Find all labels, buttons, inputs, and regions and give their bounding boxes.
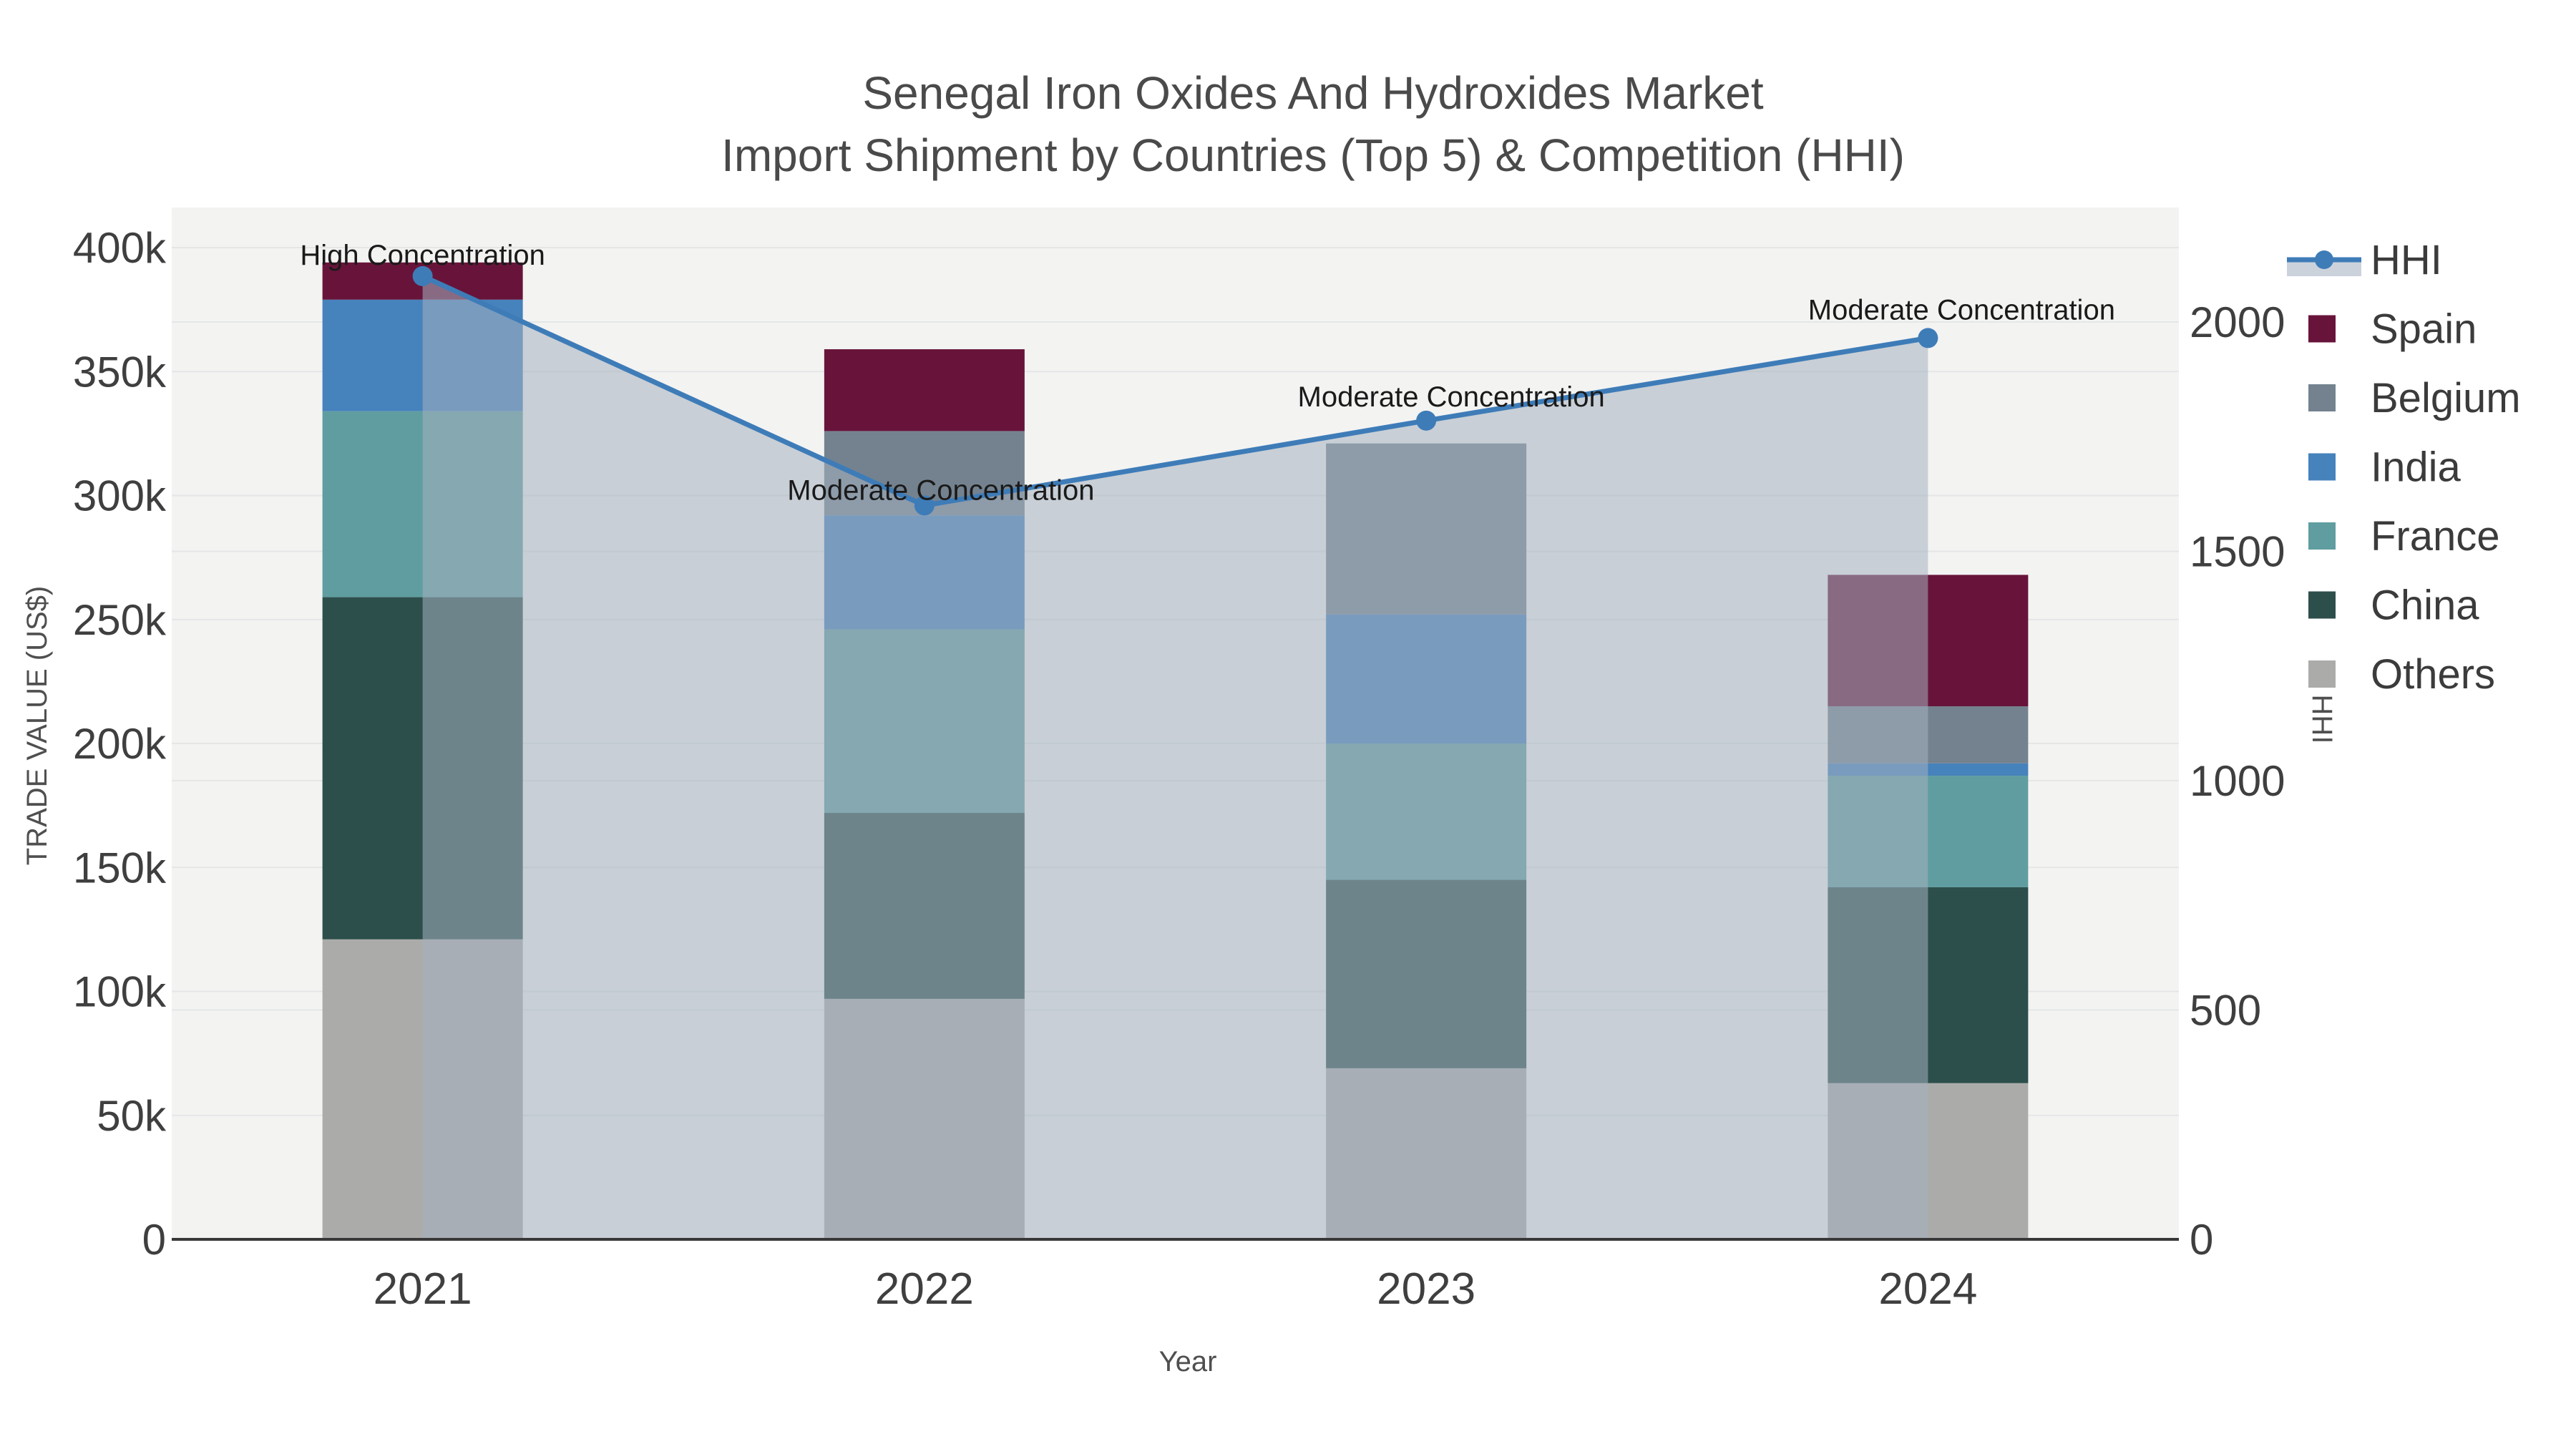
- hhi-line-layer: [412, 265, 1938, 516]
- legend-item-china[interactable]: China: [2308, 582, 2479, 629]
- y-left-tick-0: 0: [142, 1216, 166, 1264]
- legend-swatch-france: [2308, 522, 2336, 550]
- legend: HHI Spain Belgium India France China Others: [2287, 237, 2521, 698]
- y-left-tick-50k: 50k: [97, 1092, 167, 1140]
- legend-item-others[interactable]: Others: [2308, 651, 2495, 698]
- annotation-2021: High Concentration: [300, 240, 545, 271]
- x-tick-2024: 2024: [1878, 1264, 1977, 1314]
- x-tick-2023: 2023: [1377, 1264, 1475, 1314]
- hhi-point-2023[interactable]: [1416, 410, 1437, 431]
- hhi-legend-marker-icon: [2315, 250, 2333, 269]
- chart-title-line2: Import Shipment by Countries (Top 5) & C…: [721, 130, 1905, 181]
- bar-segment-2022-spain[interactable]: [824, 349, 1025, 431]
- y-right-tick-1500: 1500: [2190, 528, 2285, 576]
- y-right-tick-1000: 1000: [2190, 757, 2285, 805]
- legend-label-china: China: [2371, 582, 2479, 629]
- y-left-tick-300k: 300k: [73, 472, 167, 520]
- legend-label-others: Others: [2371, 651, 2495, 698]
- y-left-tick-400k: 400k: [73, 224, 167, 272]
- legend-item-belgium[interactable]: Belgium: [2308, 375, 2521, 421]
- x-axis-title: Year: [1159, 1346, 1217, 1377]
- hhi-point-2022[interactable]: [914, 495, 935, 516]
- y-left-tick-350k: 350k: [73, 348, 167, 396]
- legend-item-france[interactable]: France: [2308, 513, 2500, 560]
- annotation-2023: Moderate Concentration: [1298, 381, 1605, 413]
- legend-item-india[interactable]: India: [2308, 444, 2462, 491]
- y-left-axis-title: TRADE VALUE (US$): [21, 586, 53, 865]
- hhi-area-layer: [422, 275, 1928, 1239]
- legend-swatch-spain: [2308, 315, 2336, 343]
- legend-swatch-others: [2308, 660, 2336, 688]
- y-left-tick-200k: 200k: [73, 720, 167, 768]
- legend-item-hhi[interactable]: HHI: [2287, 237, 2442, 283]
- x-tick-2021: 2021: [374, 1264, 472, 1314]
- legend-swatch-belgium: [2308, 384, 2336, 411]
- y-right-tick-500: 500: [2190, 987, 2261, 1035]
- legend-label-france: France: [2371, 513, 2500, 560]
- annotation-2024: Moderate Concentration: [1808, 294, 2115, 326]
- hhi-point-2024[interactable]: [1918, 328, 1938, 348]
- chart-title-line1: Senegal Iron Oxides And Hydroxides Marke…: [862, 67, 1764, 119]
- legend-label-hhi: HHI: [2371, 237, 2442, 283]
- annotations-layer: High Concentration Moderate Concentration…: [300, 240, 2115, 507]
- y-left-tick-150k: 150k: [73, 844, 167, 892]
- hhi-line: [421, 273, 1928, 509]
- hhi-point-2021[interactable]: [412, 265, 433, 286]
- legend-swatch-china: [2308, 591, 2336, 619]
- y-right-tick-2000: 2000: [2190, 298, 2285, 346]
- legend-label-india: India: [2371, 444, 2462, 491]
- y-left-tick-100k: 100k: [73, 968, 167, 1016]
- legend-item-spain[interactable]: Spain: [2308, 306, 2477, 353]
- legend-label-spain: Spain: [2371, 306, 2477, 353]
- y-right-axis-title: HHI: [2306, 695, 2338, 744]
- legend-swatch-india: [2308, 453, 2336, 481]
- y-right-tick-0: 0: [2190, 1216, 2213, 1264]
- legend-label-belgium: Belgium: [2371, 375, 2521, 421]
- hhi-area-fill: [422, 275, 1928, 1239]
- x-tick-2022: 2022: [875, 1264, 974, 1314]
- axes-layer: 0 50k 100k 150k 200k 250k 300k 350k 400k 0 500 1000…: [73, 224, 2285, 1314]
- y-left-tick-250k: 250k: [73, 596, 167, 644]
- annotation-2022: Moderate Concentration: [787, 474, 1094, 506]
